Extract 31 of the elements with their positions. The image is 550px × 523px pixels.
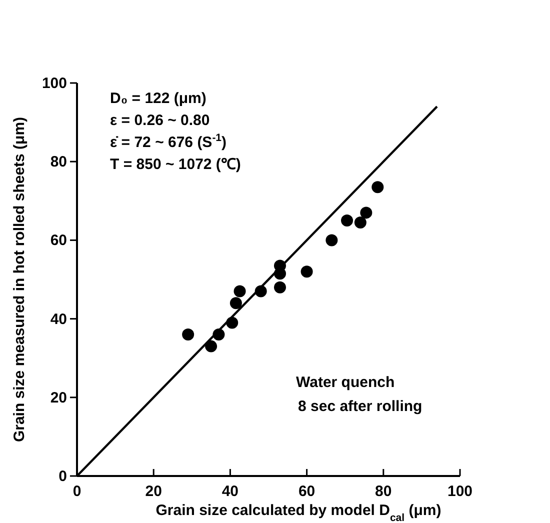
x-axis-title: Grain size calculated by model D$_{cal}$ (μm): [156, 502, 442, 523]
x-tick-label: 20: [145, 483, 162, 500]
point: [360, 206, 372, 219]
point: [341, 214, 354, 227]
x-tick-label: 60: [298, 483, 316, 500]
y-tick-label: 40: [50, 310, 67, 328]
point: [326, 234, 338, 246]
x-tick-label: 80: [375, 483, 392, 500]
annotation: ε = 0.26 ~ 0.80: [110, 112, 210, 129]
y-tick-label: 20: [50, 389, 67, 406]
annotation: D₀ = 122 (μm): [110, 90, 206, 107]
point: [354, 216, 366, 229]
annotation: 8 sec after rolling: [298, 398, 422, 415]
annotation: ε̇ = 72 ~ 676 (S$^{-1}$): [110, 132, 227, 151]
y-tick-label: 80: [50, 154, 67, 171]
y-tick-label: 60: [50, 232, 67, 250]
point: [230, 297, 242, 310]
point: [182, 328, 194, 341]
point: [372, 181, 384, 194]
annotation: T = 850 ~ 1072 (℃): [110, 156, 241, 173]
point: [234, 285, 246, 298]
x-tick-label: 100: [447, 483, 473, 500]
x-tick-label: 40: [222, 483, 239, 500]
point: [300, 266, 313, 278]
y-tick-label: 0: [58, 468, 67, 485]
point: [274, 281, 286, 294]
point: [205, 340, 218, 352]
annotation: Water quench: [296, 374, 395, 391]
y-axis-title: Grain size measured in hot rolled sheets (μm): [11, 116, 28, 442]
x-tick-label: 0: [72, 483, 82, 500]
y-tick-label: 100: [42, 75, 67, 92]
